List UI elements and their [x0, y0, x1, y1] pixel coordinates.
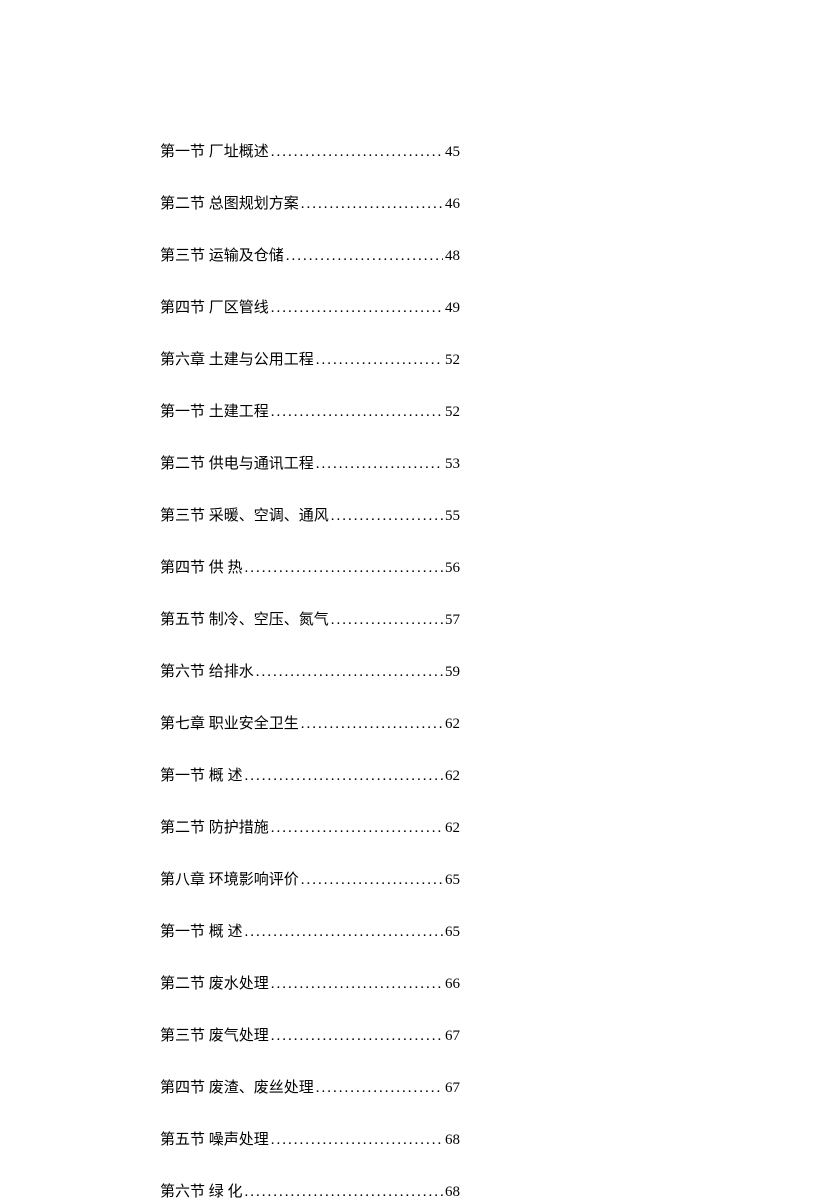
toc-entry-page: 68 [445, 1184, 460, 1201]
toc-leader-dots [271, 820, 443, 837]
toc-entry-label: 第五节 噪声处理 [160, 1128, 269, 1149]
toc-entry-page: 67 [445, 1080, 460, 1097]
toc-entry: 第二节 供电与通讯工程 53 [160, 452, 460, 473]
toc-entry-page: 62 [445, 820, 460, 837]
toc-entry-page: 65 [445, 924, 460, 941]
toc-entry: 第六节 给排水 59 [160, 660, 460, 681]
toc-leader-dots [286, 248, 443, 265]
toc-entry-label: 第三节 采暖、空调、通风 [160, 504, 329, 525]
toc-entry-label: 第五节 制冷、空压、氮气 [160, 608, 329, 629]
toc-entry-label: 第六节 给排水 [160, 660, 254, 681]
toc-entry-page: 62 [445, 716, 460, 733]
toc-entry-label: 第六章 土建与公用工程 [160, 348, 314, 369]
toc-entry-label: 第六节 绿 化 [160, 1180, 243, 1201]
toc-entry-label: 第一节 概 述 [160, 920, 243, 941]
toc-entry-page: 52 [445, 352, 460, 369]
toc-entry: 第六节 绿 化 68 [160, 1180, 460, 1201]
toc-page: 第一节 厂址概述 45 第二节 总图规划方案 46 第三节 运输及仓储 48 第… [0, 0, 826, 1201]
toc-entry-page: 62 [445, 768, 460, 785]
toc-entry: 第三节 采暖、空调、通风 55 [160, 504, 460, 525]
toc-entry-page: 55 [445, 508, 460, 525]
toc-entry: 第一节 概 述 65 [160, 920, 460, 941]
toc-entry: 第四节 厂区管线 49 [160, 296, 460, 317]
toc-entry-label: 第三节 废气处理 [160, 1024, 269, 1045]
toc-entry-label: 第四节 废渣、废丝处理 [160, 1076, 314, 1097]
toc-leader-dots [301, 196, 443, 213]
toc-leader-dots [331, 508, 443, 525]
toc-leader-dots [271, 976, 443, 993]
toc-leader-dots [331, 612, 443, 629]
toc-entry: 第三节 废气处理 67 [160, 1024, 460, 1045]
toc-entry: 第二节 防护措施 62 [160, 816, 460, 837]
toc-entry-page: 49 [445, 300, 460, 317]
toc-entry-label: 第一节 土建工程 [160, 400, 269, 421]
toc-entry-page: 45 [445, 144, 460, 161]
toc-leader-dots [271, 144, 443, 161]
toc-leader-dots [271, 1028, 443, 1045]
toc-entry-label: 第三节 运输及仓储 [160, 244, 284, 265]
toc-entry-label: 第八章 环境影响评价 [160, 868, 299, 889]
toc-entry-page: 66 [445, 976, 460, 993]
toc-entry-label: 第四节 供 热 [160, 556, 243, 577]
toc-entry-page: 65 [445, 872, 460, 889]
toc-entry: 第八章 环境影响评价 65 [160, 868, 460, 889]
toc-leader-dots [245, 560, 443, 577]
toc-entry: 第四节 废渣、废丝处理 67 [160, 1076, 460, 1097]
toc-entry-label: 第一节 厂址概述 [160, 140, 269, 161]
toc-entry: 第二节 废水处理 66 [160, 972, 460, 993]
toc-leader-dots [271, 300, 443, 317]
toc-entry-page: 57 [445, 612, 460, 629]
toc-entry-label: 第二节 防护措施 [160, 816, 269, 837]
toc-entry-page: 56 [445, 560, 460, 577]
toc-entry: 第一节 厂址概述 45 [160, 140, 460, 161]
toc-leader-dots [271, 1132, 443, 1149]
toc-entry-page: 68 [445, 1132, 460, 1149]
toc-entry: 第二节 总图规划方案 46 [160, 192, 460, 213]
toc-entry-page: 67 [445, 1028, 460, 1045]
toc-entry: 第七章 职业安全卫生 62 [160, 712, 460, 733]
toc-entry: 第五节 噪声处理 68 [160, 1128, 460, 1149]
toc-leader-dots [245, 1184, 443, 1201]
toc-entry-label: 第二节 废水处理 [160, 972, 269, 993]
toc-entry: 第一节 概 述 62 [160, 764, 460, 785]
toc-entry: 第一节 土建工程 52 [160, 400, 460, 421]
toc-entry: 第六章 土建与公用工程 52 [160, 348, 460, 369]
toc-leader-dots [316, 352, 443, 369]
toc-leader-dots [245, 768, 443, 785]
toc-entry-page: 48 [445, 248, 460, 265]
toc-leader-dots [316, 456, 443, 473]
toc-entry: 第四节 供 热 56 [160, 556, 460, 577]
toc-entry: 第三节 运输及仓储 48 [160, 244, 460, 265]
toc-entry-page: 59 [445, 664, 460, 681]
toc-entry-page: 53 [445, 456, 460, 473]
toc-entry-page: 52 [445, 404, 460, 421]
toc-leader-dots [316, 1080, 443, 1097]
toc-entry-label: 第七章 职业安全卫生 [160, 712, 299, 733]
toc-leader-dots [245, 924, 443, 941]
toc-entry-label: 第一节 概 述 [160, 764, 243, 785]
toc-leader-dots [271, 404, 443, 421]
toc-entry-page: 46 [445, 196, 460, 213]
toc-entry: 第五节 制冷、空压、氮气 57 [160, 608, 460, 629]
toc-leader-dots [301, 716, 443, 733]
toc-leader-dots [256, 664, 443, 681]
toc-leader-dots [301, 872, 443, 889]
toc-entry-label: 第四节 厂区管线 [160, 296, 269, 317]
toc-entry-label: 第二节 供电与通讯工程 [160, 452, 314, 473]
toc-entry-label: 第二节 总图规划方案 [160, 192, 299, 213]
